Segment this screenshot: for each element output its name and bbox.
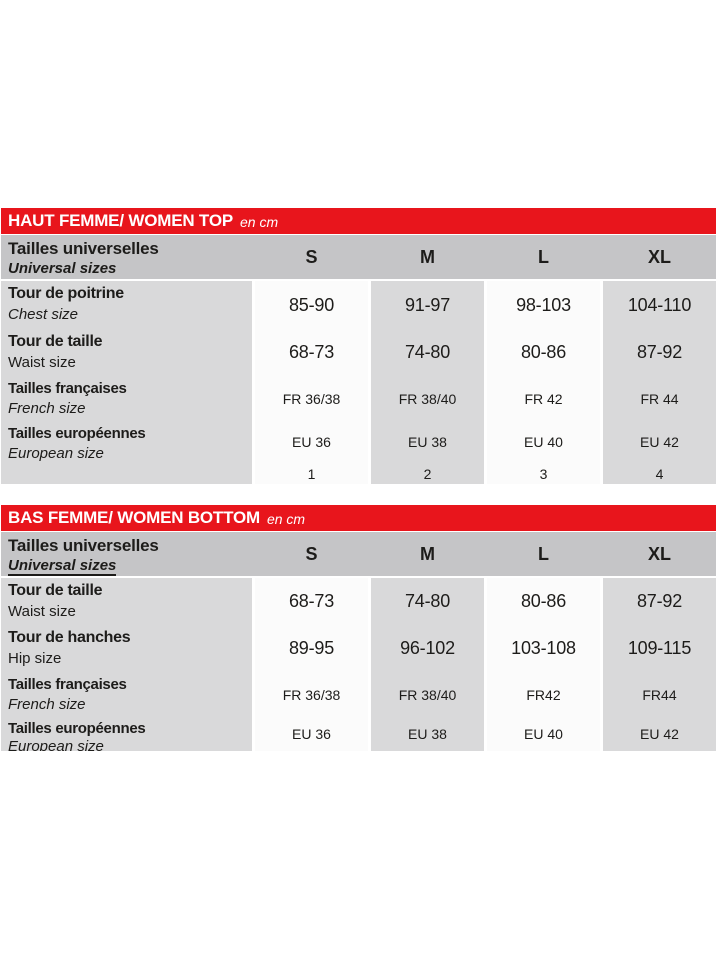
row-label-cell: Tailles européennes European size: [1, 421, 252, 463]
size-cell: FR 36/38: [255, 672, 368, 717]
table-header-row: Tailles universelles Universal sizes S M…: [1, 532, 716, 576]
table-unit-label: en cm: [239, 214, 279, 230]
table-title: HAUT FEMME/ WOMEN TOP: [8, 211, 233, 230]
row-label-cell: [1, 463, 252, 484]
size-cell: EU 40: [487, 421, 600, 463]
size-cell: EU 38: [371, 717, 484, 751]
size-cell: FR44: [603, 672, 716, 717]
table-row-hip: Tour de hanches Hip size 89-95 96-102 10…: [1, 625, 716, 672]
size-cell: FR 38/40: [371, 376, 484, 421]
table-body: Tour de taille Waist size 68-73 74-80 80…: [1, 578, 716, 751]
header-label-en: Universal sizes: [8, 557, 117, 576]
size-cell: FR 42: [487, 376, 600, 421]
size-cell: 2: [371, 463, 484, 484]
table-row-european-size: Tailles européennes European size EU 36 …: [1, 421, 716, 463]
size-cell: 3: [487, 463, 600, 484]
row-label-cell: Tour de taille Waist size: [1, 329, 252, 376]
size-cell: 87-92: [603, 578, 716, 625]
row-label-cell: Tailles européennes European size: [1, 717, 252, 751]
table-row-european-size: Tailles européennes European size EU 36 …: [1, 717, 716, 751]
size-cell: FR 38/40: [371, 672, 484, 717]
row-label-en: European size: [8, 738, 104, 751]
size-cell: 80-86: [487, 329, 600, 376]
row-label-fr: Tailles françaises: [8, 380, 127, 397]
size-cell: EU 40: [487, 717, 600, 751]
row-label-fr: Tour de taille: [8, 582, 103, 599]
row-label-en: French size: [8, 696, 86, 713]
size-cell: 89-95: [255, 625, 368, 672]
size-cell: EU 36: [255, 717, 368, 751]
size-cell: 4: [603, 463, 716, 484]
table-row-waist: Tour de taille Waist size 68-73 74-80 80…: [1, 329, 716, 376]
row-label-cell: Tailles françaises French size: [1, 376, 252, 421]
row-label-fr: Tour de taille: [8, 333, 103, 350]
table-row-chest: Tour de poitrine Chest size 85-90 91-97 …: [1, 281, 716, 329]
size-cell: 103-108: [487, 625, 600, 672]
column-header-l: L: [538, 246, 549, 267]
size-cell: 109-115: [603, 625, 716, 672]
row-label-fr: Tour de poitrine: [8, 285, 124, 302]
table-unit-label: en cm: [266, 511, 306, 527]
size-cell: EU 36: [255, 421, 368, 463]
row-label-en: French size: [8, 400, 86, 417]
size-cell: 68-73: [255, 329, 368, 376]
row-label-en: Hip size: [8, 650, 62, 667]
column-header-s: S: [305, 246, 318, 267]
column-header-xl: XL: [647, 543, 671, 564]
size-cell: 91-97: [371, 281, 484, 329]
table-title-bar: HAUT FEMME/ WOMEN TOP en cm: [1, 208, 716, 234]
size-cell: 104-110: [603, 281, 716, 329]
table-row-french-size: Tailles françaises French size FR 36/38 …: [1, 376, 716, 421]
row-label-fr: Tailles européennes: [8, 425, 146, 442]
row-label-cell: Tour de poitrine Chest size: [1, 281, 252, 329]
table-body: Tour de poitrine Chest size 85-90 91-97 …: [1, 281, 716, 484]
row-label-fr: Tailles européennes: [8, 720, 146, 737]
size-cell: 85-90: [255, 281, 368, 329]
column-header-s: S: [305, 543, 318, 564]
size-cell: 68-73: [255, 578, 368, 625]
column-header-l: L: [538, 543, 549, 564]
header-label-cell: Tailles universelles Universal sizes: [1, 235, 252, 279]
size-cell: 96-102: [371, 625, 484, 672]
table-header-row: Tailles universelles Universal sizes S M…: [1, 235, 716, 279]
size-cell: 74-80: [371, 329, 484, 376]
size-cell: 98-103: [487, 281, 600, 329]
header-label-en: Universal sizes: [8, 260, 117, 277]
header-label-cell: Tailles universelles Universal sizes: [1, 532, 252, 576]
size-cell: FR42: [487, 672, 600, 717]
table-title: BAS FEMME/ WOMEN BOTTOM: [8, 508, 260, 527]
row-label-fr: Tour de hanches: [8, 629, 131, 646]
table-row-french-size: Tailles françaises French size FR 36/38 …: [1, 672, 716, 717]
row-label-en: Waist size: [8, 354, 76, 371]
size-table-women-bottom: BAS FEMME/ WOMEN BOTTOM en cm Tailles un…: [1, 505, 716, 751]
size-cell: EU 42: [603, 421, 716, 463]
header-label-fr: Tailles universelles: [8, 536, 159, 555]
size-cell: EU 38: [371, 421, 484, 463]
size-cell: 87-92: [603, 329, 716, 376]
table-row-waist: Tour de taille Waist size 68-73 74-80 80…: [1, 578, 716, 625]
size-table-women-top: HAUT FEMME/ WOMEN TOP en cm Tailles univ…: [1, 208, 716, 484]
column-header-m: M: [420, 543, 435, 564]
row-label-en: European size: [8, 445, 104, 462]
row-label-cell: Tour de hanches Hip size: [1, 625, 252, 672]
table-title-bar: BAS FEMME/ WOMEN BOTTOM en cm: [1, 505, 716, 531]
size-cell: 74-80: [371, 578, 484, 625]
row-label-cell: Tailles françaises French size: [1, 672, 252, 717]
size-cell: EU 42: [603, 717, 716, 751]
row-label-cell: Tour de taille Waist size: [1, 578, 252, 625]
row-label-en: Waist size: [8, 603, 76, 620]
column-header-m: M: [420, 246, 435, 267]
size-cell: 1: [255, 463, 368, 484]
size-cell: FR 44: [603, 376, 716, 421]
size-cell: FR 36/38: [255, 376, 368, 421]
column-header-xl: XL: [647, 246, 671, 267]
row-label-en: Chest size: [8, 306, 79, 323]
row-label-fr: Tailles françaises: [8, 676, 127, 693]
header-label-fr: Tailles universelles: [8, 239, 159, 258]
size-cell: 80-86: [487, 578, 600, 625]
table-row-size-number: 1 2 3 4: [1, 463, 716, 484]
